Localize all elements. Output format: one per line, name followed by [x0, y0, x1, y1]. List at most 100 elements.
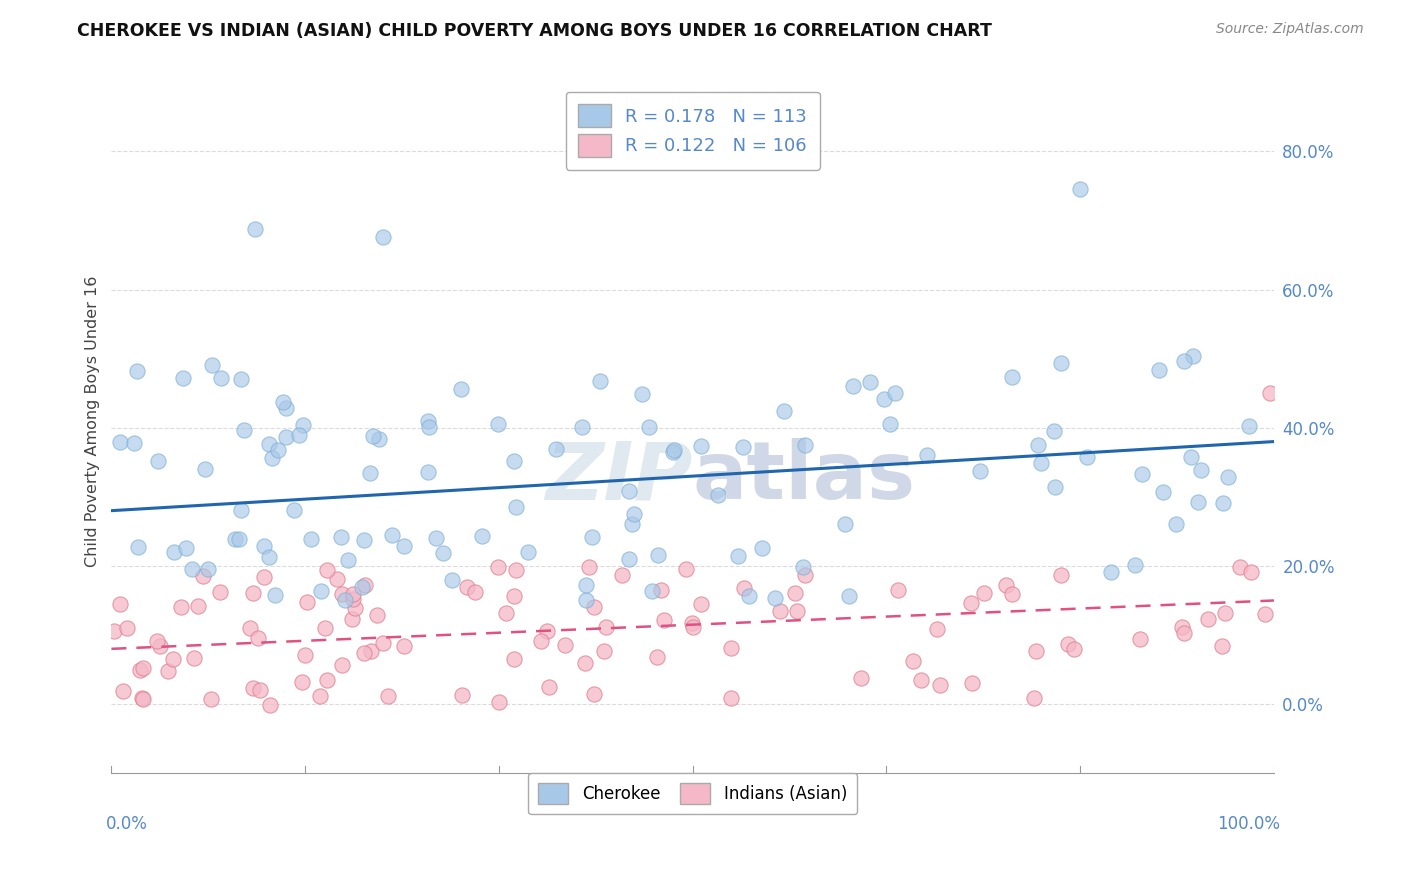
Point	[773, 404, 796, 418]
Point	[231, 503, 253, 517]
Point	[502, 589, 524, 603]
Y-axis label: Child Poverty Among Boys Under 16: Child Poverty Among Boys Under 16	[86, 275, 100, 566]
Point	[353, 646, 375, 660]
Point	[200, 691, 222, 706]
Point	[291, 674, 314, 689]
Point	[245, 222, 267, 236]
Point	[707, 488, 730, 502]
Point	[582, 599, 605, 614]
Point	[451, 688, 474, 702]
Point	[1189, 463, 1212, 477]
Point	[593, 644, 616, 658]
Point	[928, 678, 950, 692]
Point	[1123, 558, 1146, 572]
Point	[574, 656, 596, 670]
Point	[330, 658, 353, 673]
Point	[315, 563, 337, 577]
Point	[903, 654, 925, 668]
Point	[872, 392, 894, 406]
Point	[1173, 354, 1195, 368]
Point	[751, 541, 773, 556]
Point	[537, 680, 560, 694]
Point	[1026, 438, 1049, 452]
Point	[581, 530, 603, 544]
Point	[859, 375, 882, 389]
Point	[682, 619, 704, 633]
Point	[575, 592, 598, 607]
Point	[631, 386, 654, 401]
Point	[169, 599, 191, 614]
Point	[1069, 181, 1091, 195]
Point	[197, 562, 219, 576]
Point	[910, 673, 932, 687]
Text: ZIP: ZIP	[546, 438, 693, 516]
Text: atlas: atlas	[693, 438, 915, 516]
Point	[786, 604, 808, 618]
Point	[589, 374, 612, 388]
Point	[432, 546, 454, 560]
Point	[662, 445, 685, 459]
Point	[1237, 418, 1260, 433]
Point	[353, 533, 375, 547]
Point	[1173, 625, 1195, 640]
Point	[595, 620, 617, 634]
Point	[291, 417, 314, 432]
Point	[342, 587, 364, 601]
Point	[495, 606, 517, 620]
Point	[681, 615, 703, 630]
Point	[962, 676, 984, 690]
Point	[675, 562, 697, 576]
Point	[554, 638, 576, 652]
Point	[571, 420, 593, 434]
Point	[1197, 611, 1219, 625]
Point	[1258, 386, 1281, 401]
Point	[456, 580, 478, 594]
Point	[115, 621, 138, 635]
Point	[486, 559, 509, 574]
Point	[163, 544, 186, 558]
Legend: Cherokee, Indians (Asian): Cherokee, Indians (Asian)	[529, 772, 856, 814]
Point	[505, 563, 527, 577]
Point	[267, 442, 290, 457]
Point	[392, 640, 415, 654]
Point	[381, 528, 404, 542]
Text: Source: ZipAtlas.com: Source: ZipAtlas.com	[1216, 22, 1364, 37]
Point	[201, 359, 224, 373]
Point	[488, 695, 510, 709]
Point	[299, 532, 322, 546]
Point	[1024, 690, 1046, 705]
Point	[637, 419, 659, 434]
Point	[259, 549, 281, 564]
Point	[263, 588, 285, 602]
Point	[733, 582, 755, 596]
Point	[249, 682, 271, 697]
Point	[315, 673, 337, 687]
Point	[1076, 450, 1098, 465]
Point	[1181, 349, 1204, 363]
Point	[610, 568, 633, 582]
Point	[146, 453, 169, 467]
Point	[259, 698, 281, 713]
Point	[297, 595, 319, 609]
Point	[794, 438, 817, 452]
Point	[536, 624, 558, 639]
Point	[838, 589, 860, 603]
Text: CHEROKEE VS INDIAN (ASIAN) CHILD POVERTY AMONG BOYS UNDER 16 CORRELATION CHART: CHEROKEE VS INDIAN (ASIAN) CHILD POVERTY…	[77, 22, 993, 40]
Point	[361, 429, 384, 443]
Point	[288, 428, 311, 442]
Point	[464, 585, 486, 599]
Point	[124, 435, 146, 450]
Point	[128, 663, 150, 677]
Point	[1130, 467, 1153, 481]
Point	[623, 508, 645, 522]
Point	[582, 687, 605, 701]
Point	[1043, 424, 1066, 438]
Point	[1213, 606, 1236, 620]
Point	[884, 386, 907, 401]
Point	[995, 578, 1018, 592]
Point	[783, 586, 806, 600]
Point	[849, 671, 872, 685]
Point	[125, 364, 148, 378]
Point	[209, 371, 232, 385]
Point	[645, 650, 668, 665]
